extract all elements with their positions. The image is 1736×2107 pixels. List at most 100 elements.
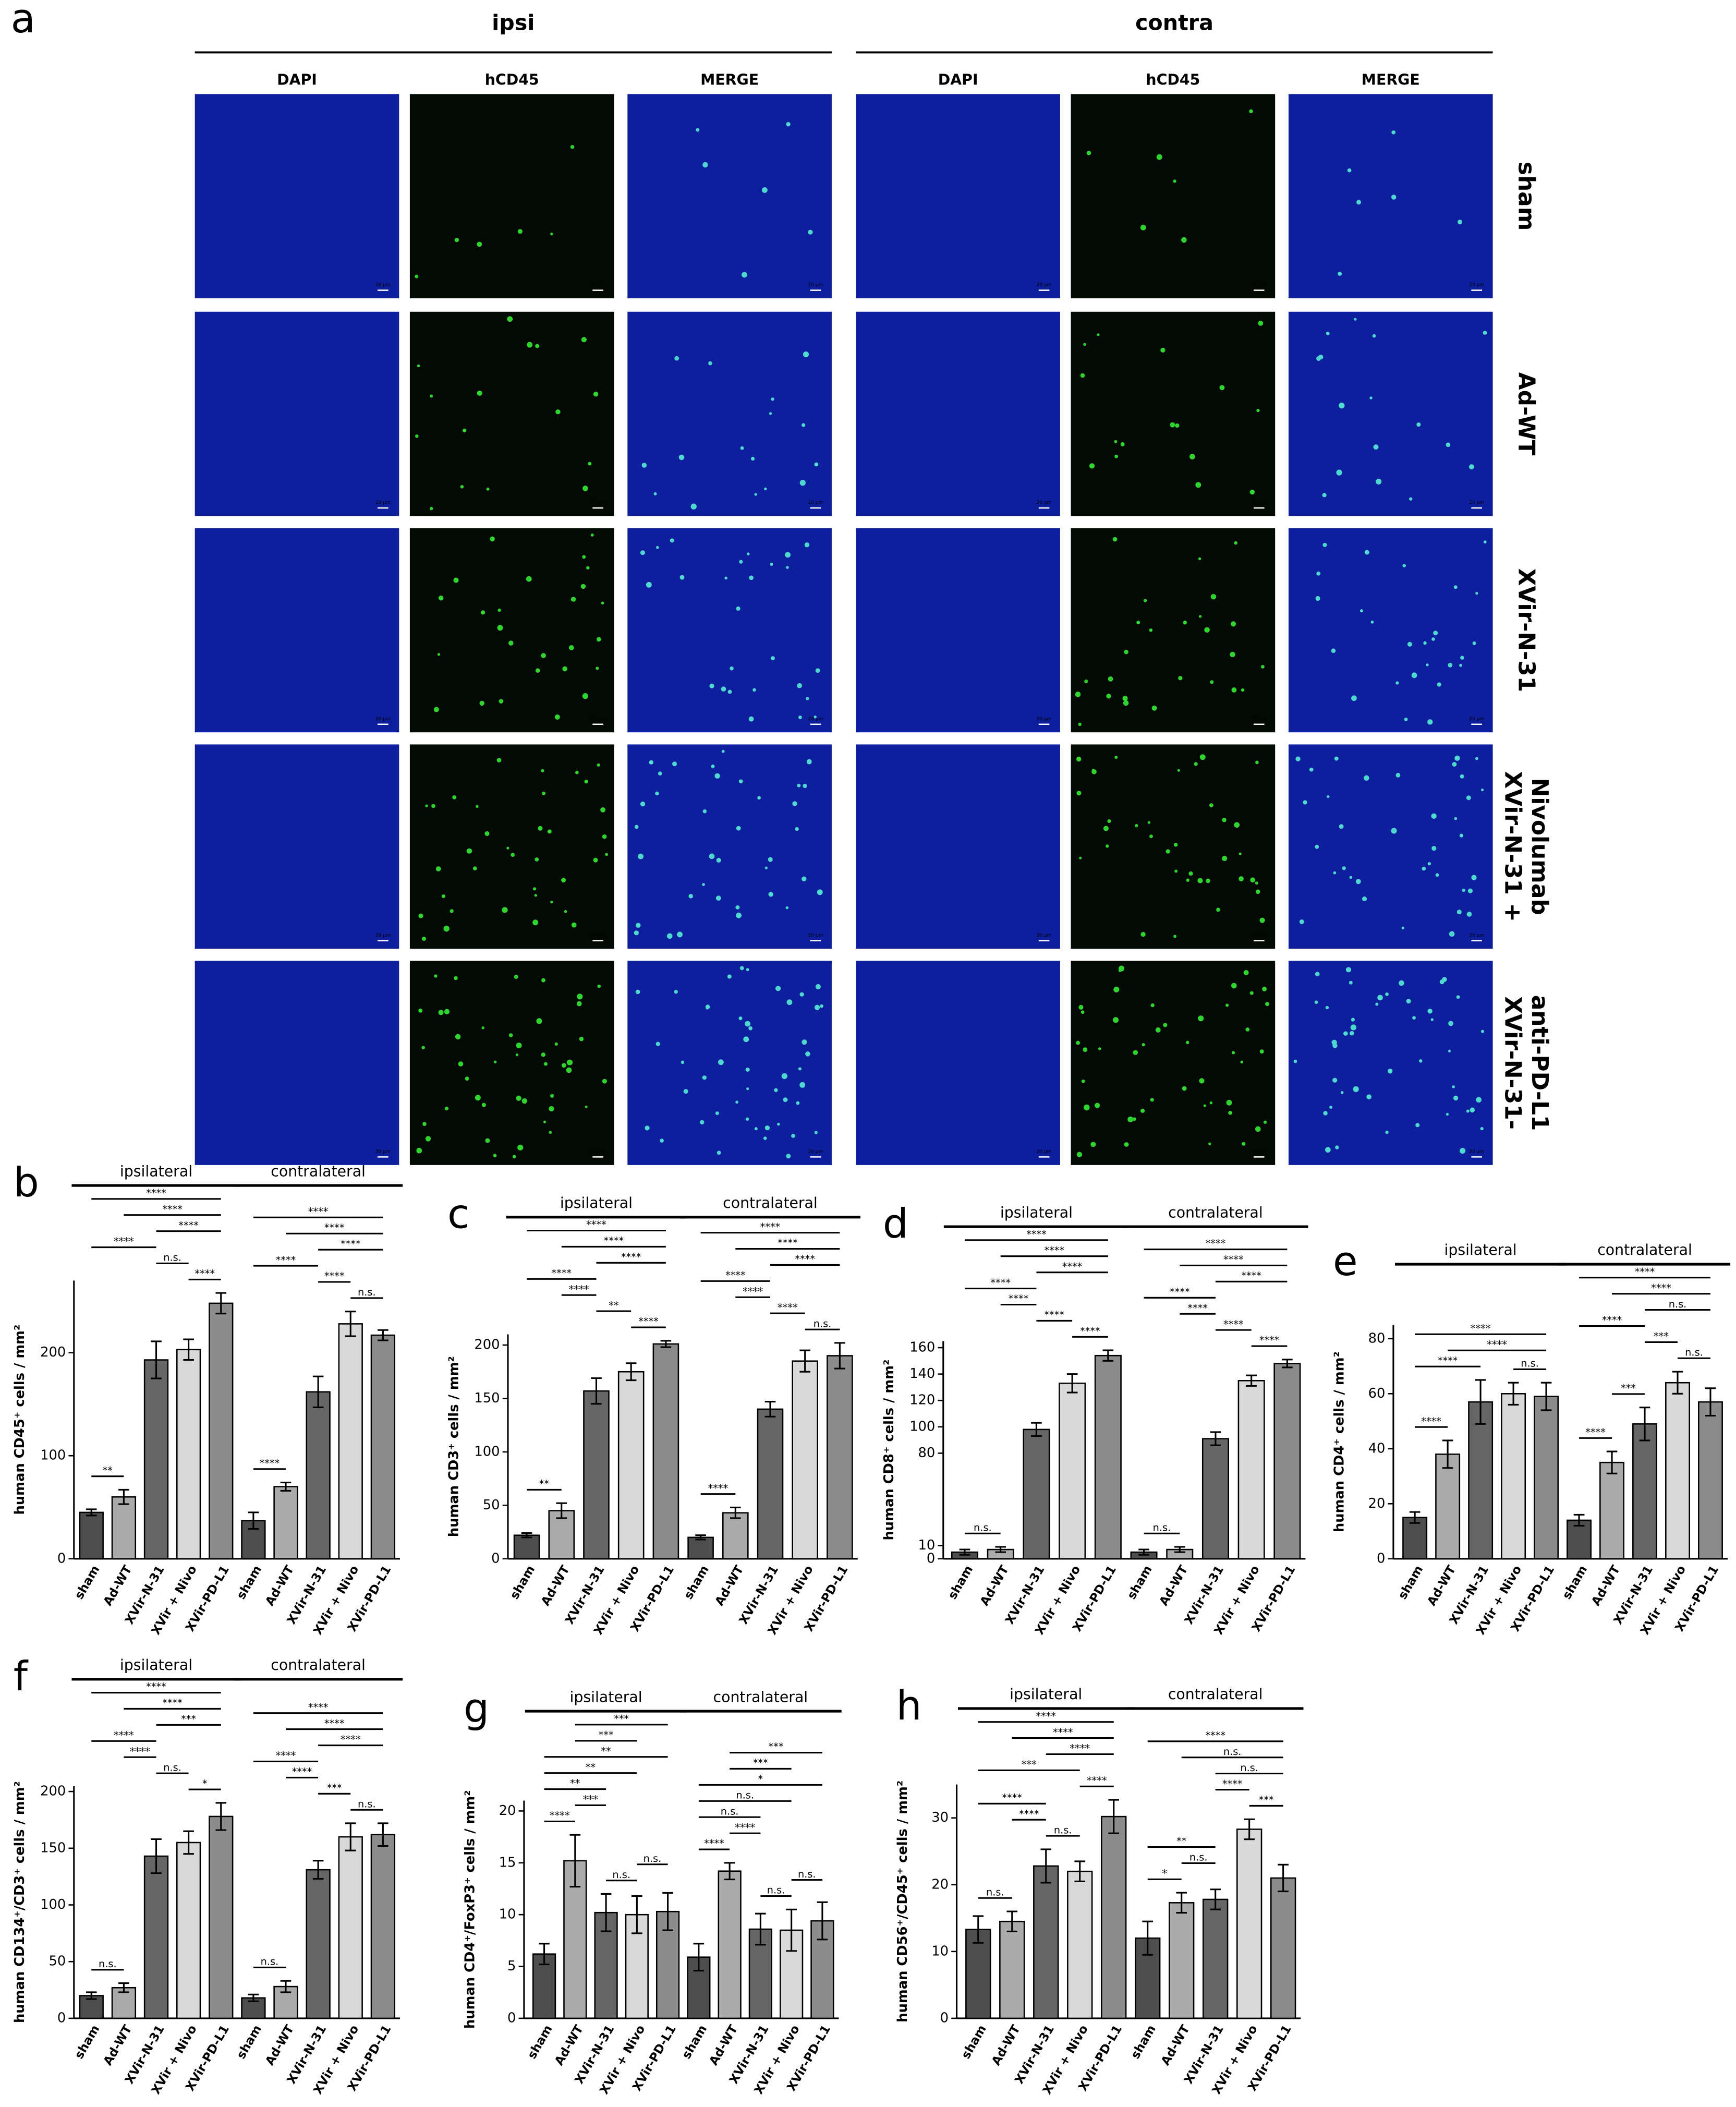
panel-letter: e xyxy=(1333,1238,1358,1285)
scale-bar-label: 20 µm xyxy=(1037,717,1052,722)
bar xyxy=(1632,1423,1657,1560)
cell-signal xyxy=(1325,1006,1329,1010)
scale-bar-label: 20 µm xyxy=(1469,283,1484,288)
cell-signal xyxy=(1149,834,1153,839)
cell-signal xyxy=(453,577,459,583)
cell-signal xyxy=(1262,986,1267,991)
scale-bar-label: 20 µm xyxy=(1252,283,1267,288)
cell-signal xyxy=(1160,347,1166,353)
cell-signal xyxy=(757,796,761,800)
cell-signal xyxy=(1340,1091,1344,1094)
significance-label: **** xyxy=(1438,1354,1458,1366)
cell-signal xyxy=(499,699,504,704)
significance-label: **** xyxy=(743,1285,763,1297)
micrograph xyxy=(195,961,399,1165)
cell-signal xyxy=(688,894,694,899)
y-tick-label: 5 xyxy=(507,1958,516,1974)
cell-signal xyxy=(1259,1049,1264,1054)
cell-signal xyxy=(1431,813,1437,819)
significance-label: **** xyxy=(586,1219,606,1231)
cell-signal xyxy=(1480,788,1484,792)
cell-signal xyxy=(721,749,725,753)
cell-signal xyxy=(1123,700,1129,706)
cell-signal xyxy=(517,1144,524,1151)
y-tick-label: 10 xyxy=(931,1943,949,1959)
cell-signal xyxy=(1460,774,1464,779)
error-bar xyxy=(1108,1799,1120,1834)
scale-bar-label: 20 µm xyxy=(590,717,605,722)
cell-signal xyxy=(564,910,567,913)
significance-label: **** xyxy=(178,1219,199,1231)
group-label: contralateral xyxy=(1168,1686,1263,1703)
cell-signal xyxy=(820,1004,823,1008)
cell-signal xyxy=(430,394,433,398)
cell-signal xyxy=(434,974,438,978)
micrograph xyxy=(1288,961,1493,1165)
cell-signal xyxy=(581,337,587,343)
cell-signal xyxy=(768,857,773,862)
cell-signal xyxy=(1080,373,1085,378)
cell-signal xyxy=(641,463,647,468)
significance-label: **** xyxy=(795,1253,815,1265)
error-bar xyxy=(1282,1359,1293,1369)
cell-signal xyxy=(1222,855,1228,862)
cell-signal xyxy=(605,853,609,856)
cell-signal xyxy=(1089,463,1095,469)
significance-label: **** xyxy=(341,1238,361,1250)
micrograph xyxy=(1288,94,1493,298)
significance-label: **** xyxy=(1019,1808,1039,1820)
error-bar xyxy=(118,1488,129,1505)
cell-signal xyxy=(1299,919,1304,924)
error-bar xyxy=(1040,1848,1052,1884)
y-tick-label: 20 xyxy=(931,1876,949,1892)
cell-signal xyxy=(1452,1085,1455,1088)
cell-signal xyxy=(1234,541,1237,545)
cell-signal xyxy=(1113,986,1120,992)
cell-signal xyxy=(1309,767,1314,772)
cell-signal xyxy=(752,688,756,692)
micrograph xyxy=(856,94,1060,298)
micrograph xyxy=(1071,528,1276,733)
cell-signal xyxy=(1453,1095,1459,1101)
micrograph xyxy=(856,311,1060,516)
cell-signal xyxy=(554,1042,558,1046)
cell-signal xyxy=(1166,849,1170,854)
error-bar xyxy=(378,1329,389,1341)
error-bar xyxy=(1672,1371,1683,1395)
error-bar xyxy=(248,1511,259,1530)
y-tick-label: 40 xyxy=(1368,1440,1386,1456)
error-bar xyxy=(1074,1860,1086,1882)
cell-signal xyxy=(535,344,540,348)
significance-label: n.s. xyxy=(1521,1358,1539,1370)
cell-signal xyxy=(786,999,793,1006)
scale-bar-label: 20 µm xyxy=(1252,1149,1267,1155)
cell-signal xyxy=(1471,875,1477,880)
cell-signal xyxy=(496,758,502,762)
group-label: ipsilateral xyxy=(570,1688,642,1705)
cell-signal xyxy=(1231,983,1237,989)
cell-signal xyxy=(507,316,513,322)
cell-signal xyxy=(421,1046,425,1049)
scale-bar-label: 20 µm xyxy=(375,500,391,505)
error-bar xyxy=(215,1292,227,1315)
row-label: XVir-N-31 xyxy=(1513,568,1539,692)
error-bar xyxy=(1174,1546,1185,1553)
cell-signal xyxy=(593,392,599,397)
error-bar xyxy=(539,1943,550,1966)
significance-label: **** xyxy=(195,1268,215,1280)
cell-signal xyxy=(465,1076,469,1081)
cell-signal xyxy=(678,454,685,461)
cell-signal xyxy=(514,974,518,979)
cell-signal xyxy=(1476,1097,1482,1103)
cell-signal xyxy=(1118,969,1122,972)
cell-signal xyxy=(1181,237,1187,243)
bar xyxy=(1169,1902,1195,2019)
cell-signal xyxy=(1454,755,1460,761)
cell-signal xyxy=(798,716,802,719)
cell-signal xyxy=(475,1095,481,1101)
cell-signal xyxy=(1186,1040,1189,1045)
cell-signal xyxy=(1387,1068,1393,1074)
micrograph xyxy=(1071,744,1276,949)
cell-signal xyxy=(783,1097,788,1103)
cell-signal xyxy=(1106,694,1111,699)
